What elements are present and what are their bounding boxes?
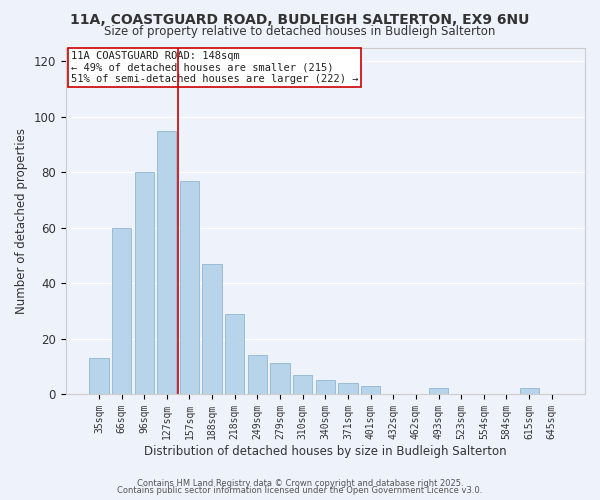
Bar bbox=[338, 383, 358, 394]
Bar bbox=[520, 388, 539, 394]
Bar bbox=[361, 386, 380, 394]
Text: 11A COASTGUARD ROAD: 148sqm
← 49% of detached houses are smaller (215)
51% of se: 11A COASTGUARD ROAD: 148sqm ← 49% of det… bbox=[71, 51, 358, 84]
Bar bbox=[429, 388, 448, 394]
Bar bbox=[202, 264, 222, 394]
Bar bbox=[271, 364, 290, 394]
Text: 11A, COASTGUARD ROAD, BUDLEIGH SALTERTON, EX9 6NU: 11A, COASTGUARD ROAD, BUDLEIGH SALTERTON… bbox=[70, 12, 530, 26]
Text: Size of property relative to detached houses in Budleigh Salterton: Size of property relative to detached ho… bbox=[104, 25, 496, 38]
Bar bbox=[89, 358, 109, 394]
Bar bbox=[293, 374, 313, 394]
Text: Contains HM Land Registry data © Crown copyright and database right 2025.: Contains HM Land Registry data © Crown c… bbox=[137, 478, 463, 488]
Bar bbox=[134, 172, 154, 394]
Bar bbox=[316, 380, 335, 394]
Bar bbox=[112, 228, 131, 394]
Text: Contains public sector information licensed under the Open Government Licence v3: Contains public sector information licen… bbox=[118, 486, 482, 495]
Bar bbox=[225, 314, 244, 394]
Bar bbox=[180, 180, 199, 394]
Y-axis label: Number of detached properties: Number of detached properties bbox=[15, 128, 28, 314]
X-axis label: Distribution of detached houses by size in Budleigh Salterton: Distribution of detached houses by size … bbox=[144, 444, 506, 458]
Bar bbox=[248, 355, 267, 394]
Bar bbox=[157, 130, 176, 394]
